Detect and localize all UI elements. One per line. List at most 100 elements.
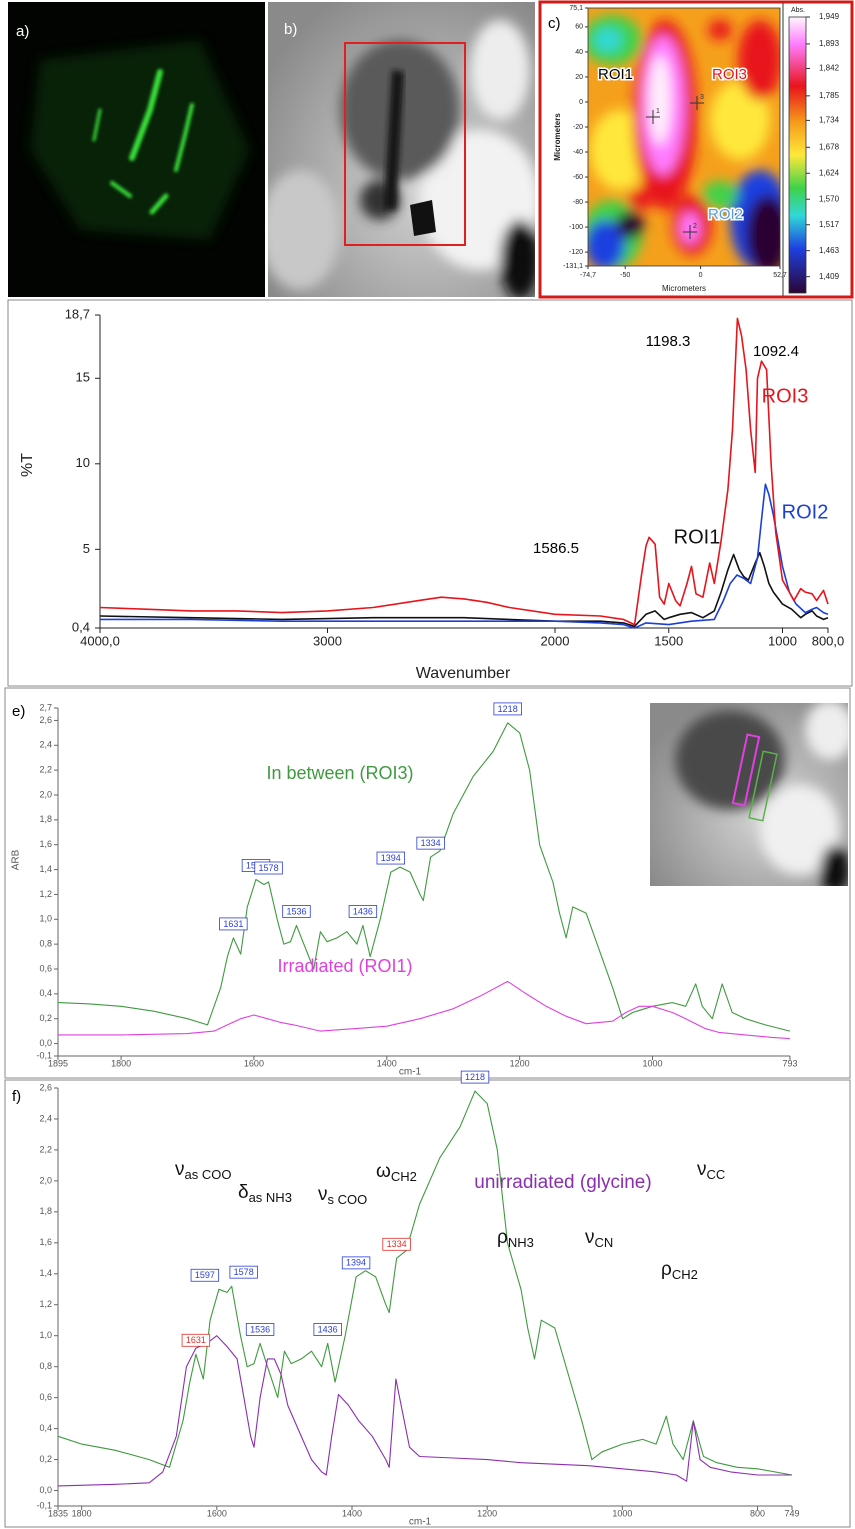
y-tick-label: 2,4: [39, 740, 52, 750]
peak-label-box: [229, 1265, 258, 1279]
y-tick-label: 0,0: [39, 1485, 52, 1495]
roi-marker: [683, 225, 697, 239]
series-label: ROI3: [762, 385, 809, 407]
x-tick-label: 800,0: [812, 633, 845, 648]
region-label: ROI1: [598, 66, 633, 83]
mode-symbol: ρ: [661, 1259, 672, 1280]
mode-symbol: ν: [697, 1159, 707, 1180]
panel-label: e): [12, 703, 25, 720]
y-axis-title: Micrometers: [553, 113, 562, 161]
mode-symbol: ρ: [497, 1227, 508, 1248]
y-tick-label: 2,4: [39, 1113, 52, 1123]
x-tick-label: 1000: [612, 1508, 632, 1518]
roi-marker: [646, 110, 660, 124]
peak-label: 1218: [465, 1072, 485, 1082]
x-tick-label: 800: [750, 1508, 765, 1518]
x-tick-label: 2000: [541, 633, 570, 648]
y-tick-label: 18,7: [65, 306, 90, 321]
y-tick-label: -131,1: [563, 263, 583, 270]
peak-label: 1394: [346, 1258, 366, 1268]
mode-label: ωCH2: [376, 1161, 417, 1184]
y-tick-label: 10: [76, 455, 90, 470]
x-tick-label: 749: [784, 1508, 799, 1518]
y-tick-label: 0,2: [39, 1013, 52, 1023]
peak-label-box: [313, 1323, 342, 1336]
spectrum-line: [99, 551, 829, 628]
y-tick-label: 2,7: [39, 702, 52, 712]
y-tick-label: 15: [76, 370, 90, 385]
x-axis-title: Wavenumber: [416, 665, 511, 682]
peak-annotation: 1092.4: [753, 343, 799, 360]
y-tick-label: 1,4: [39, 1268, 52, 1278]
y-axis-title: ARB: [11, 849, 22, 870]
mode-label: νCC: [697, 1159, 725, 1182]
x-tick-label: -50: [620, 272, 630, 279]
y-tick-label: 1,8: [39, 1206, 52, 1216]
y-tick-label: 1,6: [39, 1237, 52, 1247]
colorbar-tick-label: 1,570: [819, 194, 840, 203]
peak-label: 1631: [223, 919, 243, 929]
mode-symbol: ω: [376, 1161, 391, 1182]
y-tick-label: 20: [575, 74, 583, 81]
y-tick-label: 2,6: [39, 1082, 52, 1092]
colorbar-tick-label: 1,678: [819, 142, 840, 151]
colorbar-tick-label: 1,842: [819, 64, 840, 73]
x-tick-label: 1500: [654, 633, 683, 648]
spectrum-line: [99, 317, 829, 626]
y-tick-label: 1,6: [39, 839, 52, 849]
colorbar: [788, 16, 807, 294]
x-tick-label: 1895: [48, 1058, 68, 1068]
y-tick-label: 0,6: [39, 963, 52, 973]
y-tick-label: 2,0: [39, 789, 52, 799]
x-tick-label: 3000: [313, 633, 342, 648]
peak-label: 1578: [234, 1267, 254, 1277]
peak-label-box: [382, 1237, 411, 1251]
y-tick-label: 2,2: [39, 765, 52, 775]
x-tick-label: 1600: [207, 1508, 227, 1518]
peak-label: 1334: [387, 1239, 407, 1249]
x-tick-label: 4000,0: [80, 633, 120, 648]
y-tick-label: 40: [575, 49, 583, 56]
x-tick-label: 0: [699, 272, 703, 279]
roi-marker-label: 3: [700, 94, 704, 101]
y-tick-label: 0,4: [39, 988, 52, 998]
x-axis-title: Micrometers: [662, 284, 706, 293]
colorbar-tick-label: 1,409: [819, 272, 840, 281]
peak-label-box: [348, 905, 378, 918]
x-tick-label: 1000: [642, 1058, 662, 1068]
x-tick-label: 1600: [244, 1058, 264, 1068]
peak-label-box: [245, 1323, 275, 1336]
y-tick-label: 0,8: [39, 1361, 52, 1371]
panel-label: a): [16, 23, 29, 40]
y-tick-label: 5: [83, 541, 90, 556]
y-tick-label: 0,2: [39, 1454, 52, 1464]
x-tick-label: 1400: [377, 1058, 397, 1068]
peak-label-box: [376, 851, 405, 865]
peak-label-box: [190, 1268, 220, 1282]
y-tick-label: 2,0: [39, 1175, 52, 1185]
mode-subscript: CC: [707, 1167, 726, 1182]
series-label: unirradiated (glycine): [474, 1172, 651, 1193]
spectrum-line: [57, 722, 791, 1032]
mode-subscript: CH2: [391, 1169, 417, 1184]
peak-label-box: [416, 836, 445, 850]
colorbar-title: Abs.: [791, 7, 805, 14]
peak-label: 1394: [381, 853, 401, 863]
y-tick-label: 2,2: [39, 1144, 52, 1154]
y-axis-title: %T: [19, 453, 36, 477]
spectrum-line: [100, 483, 829, 629]
mode-subscript: as NH3: [249, 1190, 292, 1205]
y-tick-label: -20: [573, 124, 583, 131]
mode-label: νCN: [585, 1227, 613, 1250]
mode-label: δas NH3: [238, 1182, 292, 1205]
mode-subscript: as COO: [185, 1167, 232, 1182]
mode-subscript: s COO: [328, 1192, 368, 1207]
mode-symbol: ν: [318, 1184, 328, 1205]
image-a: [8, 2, 265, 297]
x-tick-label: 52,7: [773, 272, 787, 279]
spectrum-line: [58, 980, 791, 1040]
panel-e-frame: [4, 687, 851, 1079]
panel-label: b): [284, 21, 297, 38]
peak-annotation: 1586.5: [533, 540, 579, 557]
